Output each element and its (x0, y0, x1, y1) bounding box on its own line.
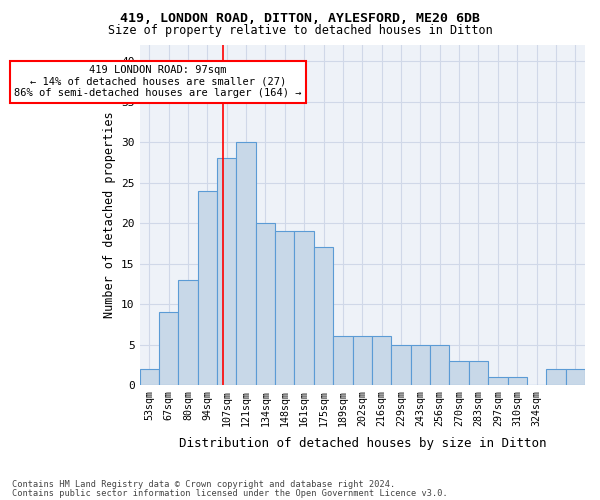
Text: Size of property relative to detached houses in Ditton: Size of property relative to detached ho… (107, 24, 493, 37)
Bar (333, 336, 353, 385)
Bar (256, 223, 275, 385)
Text: 419 LONDON ROAD: 97sqm
← 14% of detached houses are smaller (27)
86% of semi-det: 419 LONDON ROAD: 97sqm ← 14% of detached… (14, 65, 302, 98)
Bar (159, 312, 178, 385)
Bar (178, 280, 197, 385)
Bar (546, 369, 566, 385)
Bar (469, 360, 488, 385)
Text: 419, LONDON ROAD, DITTON, AYLESFORD, ME20 6DB: 419, LONDON ROAD, DITTON, AYLESFORD, ME2… (120, 12, 480, 26)
Bar (295, 231, 314, 385)
Bar (391, 344, 410, 385)
Text: Contains HM Land Registry data © Crown copyright and database right 2024.: Contains HM Land Registry data © Crown c… (12, 480, 395, 489)
Bar (372, 336, 391, 385)
Bar (449, 360, 469, 385)
Bar (508, 377, 527, 385)
Bar (566, 369, 585, 385)
Bar (236, 142, 256, 385)
Bar (197, 190, 217, 385)
Bar (410, 344, 430, 385)
Bar (488, 377, 508, 385)
Bar (217, 158, 236, 385)
Bar (353, 336, 372, 385)
Y-axis label: Number of detached properties: Number of detached properties (103, 112, 116, 318)
X-axis label: Distribution of detached houses by size in Ditton: Distribution of detached houses by size … (179, 437, 546, 450)
Text: Contains public sector information licensed under the Open Government Licence v3: Contains public sector information licen… (12, 488, 448, 498)
Bar (430, 344, 449, 385)
Bar (140, 369, 159, 385)
Bar (275, 231, 295, 385)
Bar (314, 248, 333, 385)
